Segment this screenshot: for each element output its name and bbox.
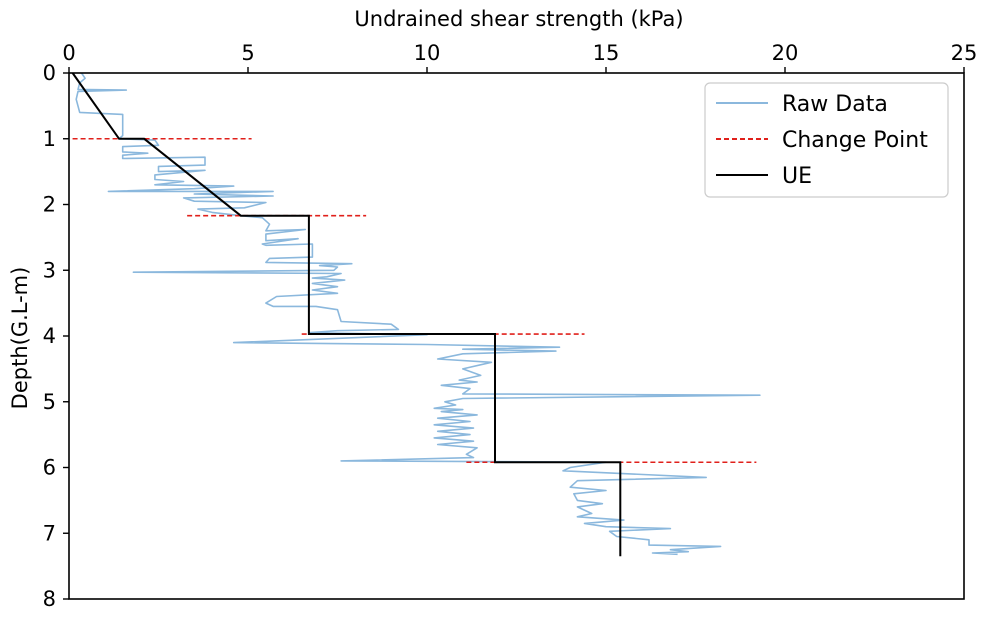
- y-tick-label: 7: [43, 521, 56, 545]
- y-tick-label: 0: [43, 61, 56, 85]
- x-tick-label: 15: [593, 41, 620, 65]
- legend-label-change: Change Point: [782, 128, 928, 153]
- y-tick-label: 6: [43, 456, 56, 480]
- y-tick-label: 8: [43, 587, 56, 611]
- y-tick-label: 5: [43, 390, 56, 414]
- legend: Raw Data Change Point UE: [704, 82, 949, 198]
- series-raw-data: [75, 72, 761, 556]
- legend-label-ue: UE: [782, 164, 812, 189]
- x-tick-label: 20: [772, 41, 799, 65]
- axis-ticks: 0 5 10 15 20 25 0 1 2 3 4 5 6 7 8: [43, 41, 978, 611]
- x-axis-title: Undrained shear strength (kPa): [354, 7, 683, 31]
- legend-box: [704, 82, 949, 198]
- y-tick-label: 1: [43, 127, 56, 151]
- y-tick-label: 3: [43, 258, 56, 282]
- x-tick-label: 0: [62, 41, 75, 65]
- y-axis-title: Depth(G.L-m): [8, 267, 32, 410]
- x-tick-label: 10: [414, 41, 441, 65]
- series-layer: [71, 72, 761, 557]
- y-tick-label: 2: [43, 193, 56, 217]
- series-ue: [71, 72, 622, 557]
- plot-frame: [68, 72, 965, 600]
- x-tick-label: 25: [951, 41, 978, 65]
- y-tick-label: 4: [43, 324, 56, 348]
- x-tick-label: 5: [241, 41, 254, 65]
- legend-label-raw: Raw Data: [782, 92, 888, 117]
